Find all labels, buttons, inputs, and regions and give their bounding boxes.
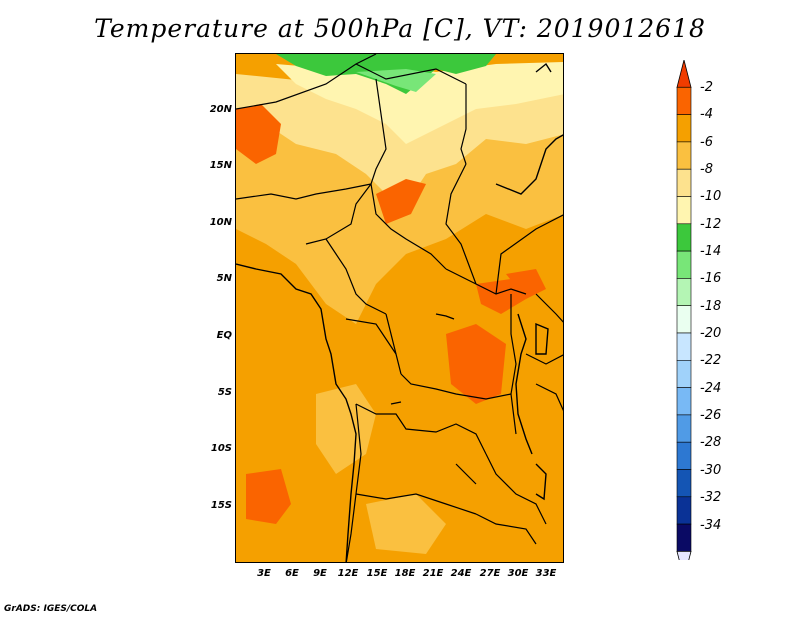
colorbar-segment (676, 387, 692, 416)
colorbar-segment (676, 278, 692, 306)
colorbar-segment (676, 414, 692, 443)
colorbar-segment (676, 114, 692, 143)
lakes (390, 313, 549, 501)
colorbar-label: -6 (700, 135, 713, 150)
colorbar-label: -20 (700, 326, 722, 341)
colorbar-segment (676, 496, 692, 525)
country-borders (236, 54, 563, 562)
colorbar (676, 60, 692, 560)
field-patch-warm-2 (376, 179, 426, 224)
field-band-6to8-sw (366, 494, 446, 554)
colorbar-label: -16 (700, 271, 722, 286)
grads-credit: GrADS: IGES/COLA (4, 604, 98, 614)
temperature-map (236, 54, 563, 562)
colorbar-label: -28 (700, 435, 722, 450)
colorbar-label: -12 (700, 217, 722, 232)
colorbar-label: -4 (700, 107, 713, 122)
colorbar-segment (676, 359, 692, 388)
lon-label-3e: 3E (257, 568, 271, 579)
colorbar-segment (676, 250, 692, 279)
colorbar-label: -34 (700, 518, 722, 533)
map-title: Temperature at 500hPa [C], VT: 201901261… (94, 14, 706, 43)
lat-label-5n: 5N (216, 273, 232, 284)
lat-label-10s: 10S (210, 443, 232, 454)
lon-label-21e: 21E (422, 568, 444, 579)
lon-label-15e: 15E (366, 568, 388, 579)
colorbar-segment (676, 168, 692, 197)
lon-label-33e: 33E (535, 568, 557, 579)
lat-label-20n: 20N (209, 104, 232, 115)
colorbar-segment (676, 196, 692, 225)
colorbar-label: -10 (700, 189, 722, 204)
colorbar-segment (676, 305, 692, 334)
lon-label-18e: 18E (394, 568, 416, 579)
colorbar-label: -22 (700, 353, 722, 368)
colorbar-segment (676, 441, 692, 470)
lat-label-15s: 15S (210, 500, 232, 511)
map-panel (235, 53, 564, 563)
colorbar-label: -8 (700, 162, 713, 177)
colorbar-label: -26 (700, 408, 722, 423)
colorbar-segment (676, 332, 692, 361)
field-patch-warm-6 (506, 269, 546, 299)
colorbar-label: -30 (700, 463, 722, 478)
field-patch-warm-1 (236, 104, 281, 164)
colorbar-segment (676, 141, 692, 170)
colorbar-label: -24 (700, 381, 722, 396)
lat-label-10n: 10N (209, 217, 232, 228)
lat-label-5s: 5S (217, 387, 232, 398)
field-patch-warm-3 (446, 324, 506, 404)
colorbar-label: -32 (700, 490, 722, 505)
lon-label-27e: 27E (479, 568, 501, 579)
colorbar-segments (676, 60, 692, 560)
field-band-10to12 (276, 62, 563, 144)
lon-label-12e: 12E (337, 568, 359, 579)
field-band-14to16 (356, 69, 436, 92)
lat-label-eq: EQ (216, 330, 232, 341)
colorbar-segment (676, 86, 692, 115)
colorbar-segment (676, 469, 692, 498)
colorbar-segment (676, 523, 692, 552)
lat-label-15n: 15N (209, 160, 232, 171)
colorbar-label: -14 (700, 244, 722, 259)
coastline (236, 62, 563, 562)
lon-label-6e: 6E (285, 568, 299, 579)
colorbar-top-arrow (676, 60, 692, 88)
colorbar-label: -2 (700, 80, 713, 95)
colorbar-bottom-arrow (676, 550, 692, 560)
colorbar-segment (676, 223, 692, 252)
lon-label-9e: 9E (313, 568, 327, 579)
lon-label-30e: 30E (507, 568, 529, 579)
colorbar-label: -18 (700, 299, 722, 314)
lon-label-24e: 24E (450, 568, 472, 579)
field-patch-warm-4 (246, 469, 291, 524)
field-patch-warm-5 (476, 279, 526, 314)
